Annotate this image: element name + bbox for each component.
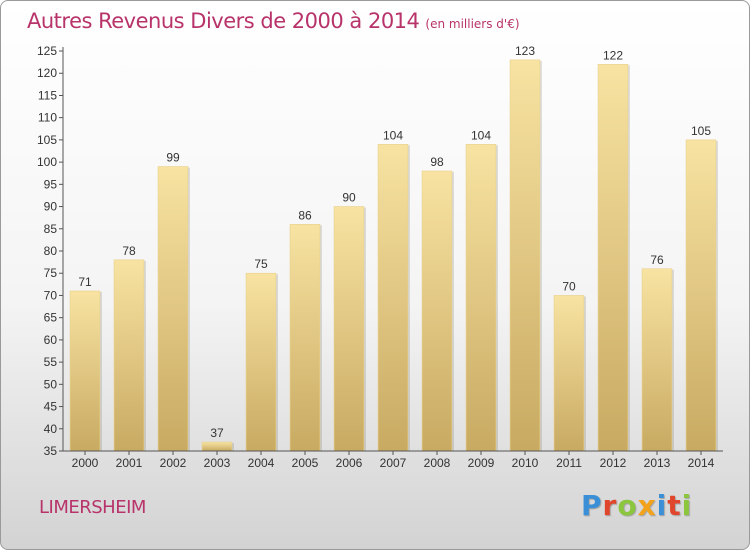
brand-letter: o [617, 489, 638, 522]
bar-value-label: 123 [515, 44, 535, 58]
y-tick-label: 40 [44, 422, 58, 436]
x-tick-label: 2011 [556, 456, 582, 470]
bar-value-label: 86 [298, 208, 312, 222]
commune-name: LIMERSHEIM [39, 497, 146, 518]
bar-value-label: 75 [254, 257, 268, 271]
brand-letter: i [656, 489, 668, 522]
x-tick-label: 2013 [644, 456, 671, 470]
y-tick-label: 75 [44, 266, 58, 280]
bar-2005 [289, 224, 321, 452]
y-axis: 35 40 45 50 55 60 65 70 75 80 85 90 95 100 105 110 115 12… [37, 44, 64, 458]
y-tick-label: 105 [37, 133, 57, 147]
x-tick-label: 2014 [688, 456, 715, 470]
proxiti-logo[interactable]: Proxiti [581, 489, 692, 522]
x-tick-label: 2010 [512, 456, 539, 470]
bar-2010 [509, 59, 541, 452]
bar-value-label: 99 [166, 151, 180, 165]
y-tick-label: 110 [38, 111, 57, 125]
y-tick-label: 35 [44, 444, 58, 458]
bar-2013 [641, 268, 673, 452]
x-tick-label: 2005 [292, 456, 319, 470]
x-tick-label: 2007 [380, 456, 407, 470]
brand-letter: r [602, 489, 618, 522]
y-tick-label: 115 [38, 88, 57, 102]
bar-2009 [465, 144, 497, 452]
brand-letter: t [667, 489, 682, 522]
y-tick-label: 95 [44, 177, 58, 191]
bar-value-label: 90 [342, 191, 356, 205]
x-tick-label: 2000 [72, 456, 99, 470]
bars: 71 78 99 37 75 86 90 104 98 104 123 70 122 76 105 [69, 44, 718, 452]
brand-letter: x [637, 489, 657, 522]
bar-2000 [69, 290, 101, 452]
bar-value-label: 70 [562, 279, 576, 293]
y-tick-label: 90 [44, 200, 58, 214]
x-tick-label: 2001 [116, 456, 143, 470]
bar-2002 [157, 166, 189, 452]
y-tick-label: 120 [37, 66, 57, 80]
bar-value-label: 98 [430, 155, 444, 169]
x-tick-label: 2012 [600, 456, 627, 470]
bar-value-label: 104 [471, 128, 491, 142]
y-tick-label: 65 [44, 311, 58, 325]
x-tick-label: 2003 [204, 456, 231, 470]
bar-2003 [201, 441, 233, 452]
chart-title: Autres Revenus Divers de 2000 à 2014 (en … [27, 9, 520, 33]
bar-value-label: 71 [78, 275, 92, 289]
bar-2014 [685, 139, 717, 452]
x-tick-label: 2008 [424, 456, 451, 470]
bar-2007 [377, 144, 409, 452]
y-tick-label: 125 [37, 44, 57, 58]
brand-letter: P [581, 489, 603, 522]
bar-value-label: 78 [122, 244, 136, 258]
x-tick-label: 2004 [248, 456, 275, 470]
bar-2008 [421, 170, 453, 452]
title-text: Autres Revenus Divers de 2000 à 2014 [27, 9, 420, 33]
x-axis: 2000 2001 2002 2003 2004 2005 2006 2007 2008 2009… [63, 450, 723, 470]
y-tick-label: 45 [44, 400, 58, 414]
y-tick-label: 55 [44, 355, 58, 369]
bar-2012 [597, 64, 629, 452]
bar-value-label: 122 [603, 48, 623, 62]
chart-subtitle: (en milliers d'€) [425, 17, 520, 31]
y-tick-label: 85 [44, 222, 58, 236]
x-tick-label: 2006 [336, 456, 363, 470]
bar-value-label: 105 [691, 124, 711, 138]
bar-value-label: 37 [210, 426, 224, 440]
bar-2011 [553, 295, 585, 452]
y-tick-label: 50 [44, 377, 58, 391]
bar-value-label: 104 [383, 128, 403, 142]
bar-2004 [245, 272, 277, 452]
brand-letter: i [681, 489, 693, 522]
x-tick-label: 2009 [468, 456, 495, 470]
y-tick-label: 60 [44, 333, 58, 347]
y-tick-label: 80 [44, 244, 58, 258]
x-tick-label: 2002 [160, 456, 187, 470]
bar-value-label: 76 [650, 253, 664, 267]
y-tick-label: 100 [37, 155, 57, 169]
bar-2006 [333, 206, 365, 452]
bar-2001 [113, 259, 145, 452]
y-tick-label: 70 [44, 288, 58, 302]
